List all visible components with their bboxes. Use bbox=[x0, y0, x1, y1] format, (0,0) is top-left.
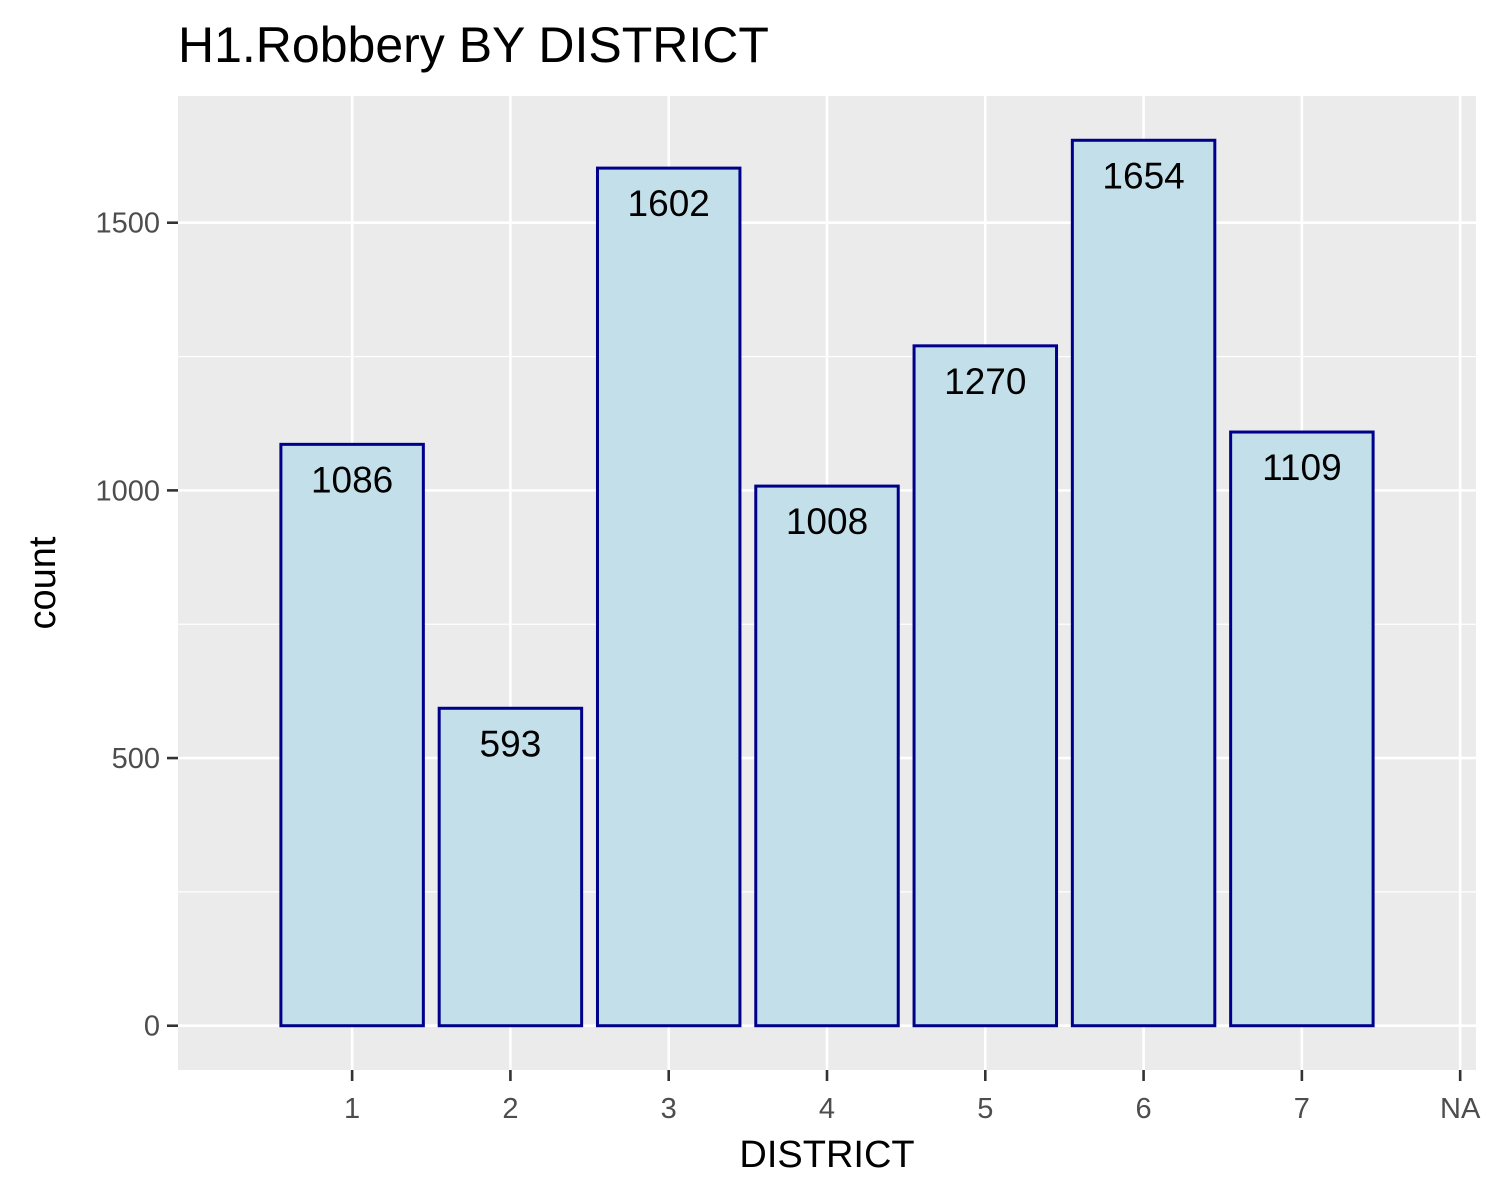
bars bbox=[279, 138, 1375, 1028]
x-tick-label: 1 bbox=[344, 1093, 360, 1125]
y-axis-title: count bbox=[22, 536, 64, 629]
x-tick-label: 5 bbox=[977, 1093, 993, 1125]
x-axis: 1 2 3 4 5 6 7 NA bbox=[344, 1070, 1481, 1125]
data-label: 1270 bbox=[944, 361, 1026, 402]
x-tick-label: 7 bbox=[1294, 1093, 1310, 1125]
x-tick-label: 4 bbox=[819, 1093, 835, 1125]
data-labels: 1086 593 1602 1008 1270 1654 1109 bbox=[311, 155, 1342, 764]
x-axis-title: DISTRICT bbox=[739, 1134, 914, 1176]
y-tick-label: 0 bbox=[144, 1011, 160, 1043]
bar bbox=[279, 442, 425, 1028]
y-tick-label: 1500 bbox=[95, 208, 160, 240]
data-label: 1008 bbox=[786, 501, 868, 542]
x-tick-label: 3 bbox=[661, 1093, 677, 1125]
data-label: 1109 bbox=[1262, 447, 1342, 488]
y-tick-label: 500 bbox=[112, 743, 160, 775]
x-tick-label: 2 bbox=[502, 1093, 518, 1125]
data-label: 1654 bbox=[1102, 155, 1184, 196]
bar bbox=[1229, 430, 1375, 1028]
x-tick-label: 6 bbox=[1136, 1093, 1152, 1125]
chart-title: H1.Robbery BY DISTRICT bbox=[178, 17, 769, 73]
bar bbox=[912, 344, 1059, 1028]
data-label: 1602 bbox=[628, 183, 710, 224]
bar bbox=[754, 484, 900, 1028]
y-axis: 0 500 1000 1500 bbox=[95, 208, 178, 1043]
y-tick-label: 1000 bbox=[95, 475, 160, 507]
bar bbox=[437, 706, 584, 1028]
bar bbox=[595, 166, 742, 1028]
data-label: 593 bbox=[480, 723, 542, 764]
x-tick-label: NA bbox=[1440, 1093, 1481, 1125]
data-label: 1086 bbox=[311, 459, 393, 500]
bar bbox=[1070, 138, 1217, 1028]
